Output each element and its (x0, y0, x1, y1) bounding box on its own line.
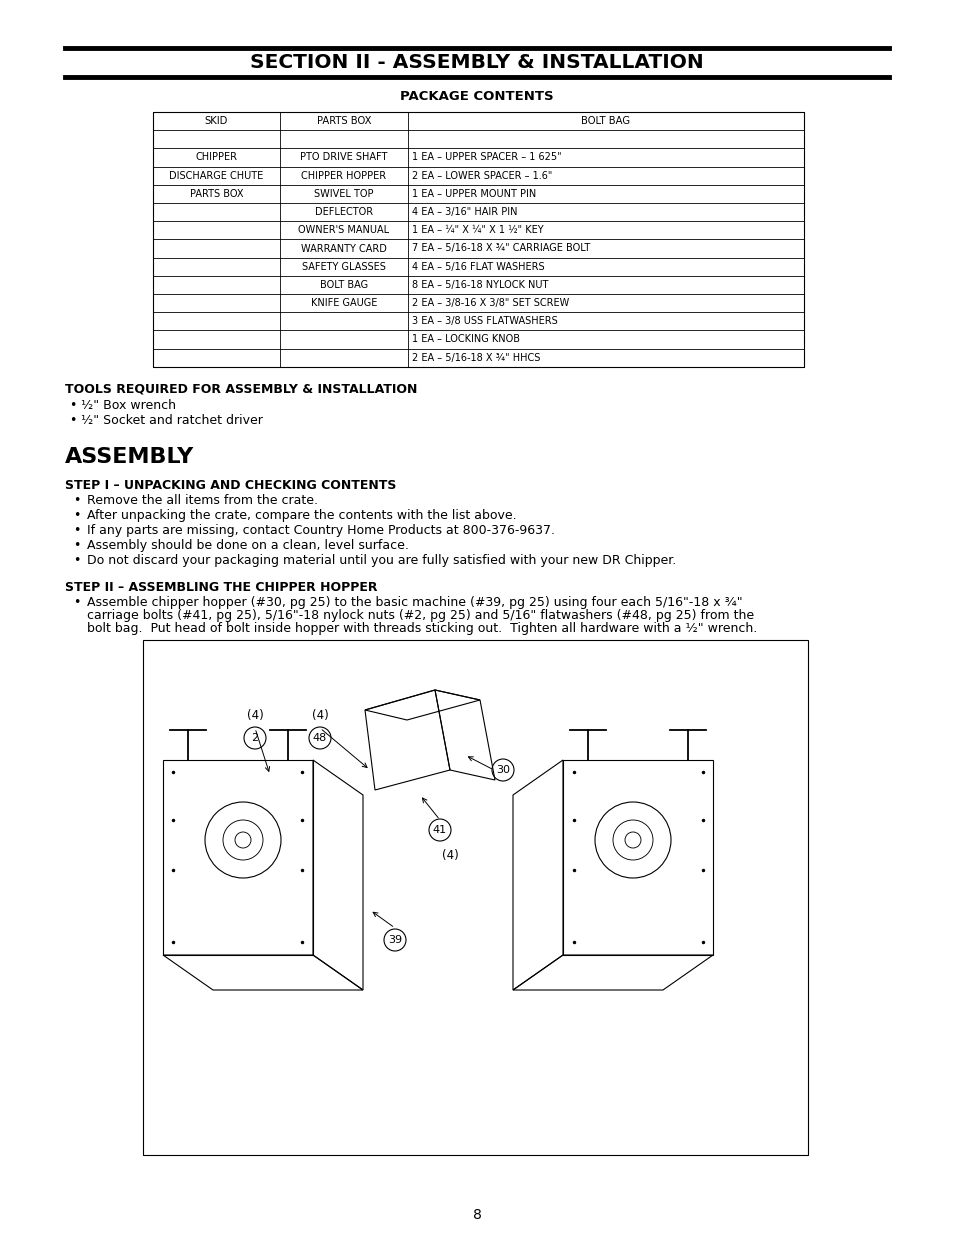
Text: 1 EA – LOCKING KNOB: 1 EA – LOCKING KNOB (412, 335, 519, 345)
Text: •: • (73, 553, 80, 567)
Text: Do not discard your packaging material until you are fully satisfied with your n: Do not discard your packaging material u… (87, 553, 676, 567)
Text: ½" Box wrench: ½" Box wrench (81, 399, 175, 411)
Text: KNIFE GAUGE: KNIFE GAUGE (311, 298, 376, 308)
Text: 2: 2 (252, 734, 258, 743)
Text: 7 EA – 5/16-18 X ¾" CARRIAGE BOLT: 7 EA – 5/16-18 X ¾" CARRIAGE BOLT (412, 243, 590, 253)
Text: carriage bolts (#41, pg 25), 5/16"-18 nylock nuts (#2, pg 25) and 5/16" flatwash: carriage bolts (#41, pg 25), 5/16"-18 ny… (87, 609, 753, 621)
Text: •: • (73, 494, 80, 506)
Text: 2 EA – 5/16-18 X ¾" HHCS: 2 EA – 5/16-18 X ¾" HHCS (412, 353, 539, 363)
Text: 41: 41 (433, 825, 447, 835)
Text: Assemble chipper hopper (#30, pg 25) to the basic machine (#39, pg 25) using fou: Assemble chipper hopper (#30, pg 25) to … (87, 595, 741, 609)
Text: 2 EA – 3/8-16 X 3/8" SET SCREW: 2 EA – 3/8-16 X 3/8" SET SCREW (412, 298, 569, 308)
Text: PARTS BOX: PARTS BOX (316, 116, 371, 126)
Text: BOLT BAG: BOLT BAG (580, 116, 630, 126)
Text: 48: 48 (313, 734, 327, 743)
Text: CHIPPER HOPPER: CHIPPER HOPPER (301, 170, 386, 180)
Text: CHIPPER: CHIPPER (195, 152, 237, 163)
Text: ASSEMBLY: ASSEMBLY (65, 447, 194, 467)
Text: Remove the all items from the crate.: Remove the all items from the crate. (87, 494, 317, 506)
Text: WARRANTY CARD: WARRANTY CARD (301, 243, 387, 253)
Text: OWNER'S MANUAL: OWNER'S MANUAL (298, 225, 389, 236)
Text: PTO DRIVE SHAFT: PTO DRIVE SHAFT (300, 152, 387, 163)
Text: 1 EA – UPPER MOUNT PIN: 1 EA – UPPER MOUNT PIN (412, 189, 536, 199)
Text: •: • (73, 538, 80, 552)
Text: 1 EA – ¼" X ¼" X 1 ½" KEY: 1 EA – ¼" X ¼" X 1 ½" KEY (412, 225, 543, 236)
Text: 2 EA – LOWER SPACER – 1.6": 2 EA – LOWER SPACER – 1.6" (412, 170, 552, 180)
Text: 1 EA – UPPER SPACER – 1 625": 1 EA – UPPER SPACER – 1 625" (412, 152, 561, 163)
Text: •: • (69, 399, 76, 411)
Text: BOLT BAG: BOLT BAG (319, 280, 368, 290)
Text: SAFETY GLASSES: SAFETY GLASSES (302, 262, 386, 272)
Text: DISCHARGE CHUTE: DISCHARGE CHUTE (170, 170, 263, 180)
Text: STEP II – ASSEMBLING THE CHIPPER HOPPER: STEP II – ASSEMBLING THE CHIPPER HOPPER (65, 580, 377, 594)
Text: PACKAGE CONTENTS: PACKAGE CONTENTS (399, 90, 554, 104)
Text: 4 EA – 3/16" HAIR PIN: 4 EA – 3/16" HAIR PIN (412, 207, 517, 217)
Text: 30: 30 (496, 764, 510, 776)
Text: DEFLECTOR: DEFLECTOR (314, 207, 373, 217)
Text: SKID: SKID (205, 116, 228, 126)
Text: •: • (73, 524, 80, 537)
Text: •: • (73, 509, 80, 522)
Text: 39: 39 (388, 935, 401, 945)
Text: 8: 8 (472, 1208, 481, 1221)
Text: •: • (73, 595, 80, 609)
Text: 8 EA – 5/16-18 NYLOCK NUT: 8 EA – 5/16-18 NYLOCK NUT (412, 280, 548, 290)
Text: (4): (4) (312, 709, 328, 721)
Text: TOOLS REQUIRED FOR ASSEMBLY & INSTALLATION: TOOLS REQUIRED FOR ASSEMBLY & INSTALLATI… (65, 383, 417, 395)
Text: SECTION II - ASSEMBLY & INSTALLATION: SECTION II - ASSEMBLY & INSTALLATION (250, 53, 703, 72)
Bar (152, 112, 803, 367)
Text: Assembly should be done on a clean, level surface.: Assembly should be done on a clean, leve… (87, 538, 409, 552)
Text: ½" Socket and ratchet driver: ½" Socket and ratchet driver (81, 414, 263, 427)
Text: If any parts are missing, contact Country Home Products at 800-376-9637.: If any parts are missing, contact Countr… (87, 524, 555, 537)
Text: PARTS BOX: PARTS BOX (190, 189, 243, 199)
Text: 3 EA – 3/8 USS FLATWASHERS: 3 EA – 3/8 USS FLATWASHERS (412, 316, 558, 326)
Text: (4): (4) (441, 848, 457, 862)
Text: bolt bag.  Put head of bolt inside hopper with threads sticking out.  Tighten al: bolt bag. Put head of bolt inside hopper… (87, 621, 757, 635)
Bar (143, 640, 807, 1155)
Text: 4 EA – 5/16 FLAT WASHERS: 4 EA – 5/16 FLAT WASHERS (412, 262, 544, 272)
Text: SWIVEL TOP: SWIVEL TOP (314, 189, 374, 199)
Text: •: • (69, 414, 76, 427)
Text: STEP I – UNPACKING AND CHECKING CONTENTS: STEP I – UNPACKING AND CHECKING CONTENTS (65, 479, 395, 492)
Text: (4): (4) (247, 709, 263, 721)
Text: After unpacking the crate, compare the contents with the list above.: After unpacking the crate, compare the c… (87, 509, 517, 522)
